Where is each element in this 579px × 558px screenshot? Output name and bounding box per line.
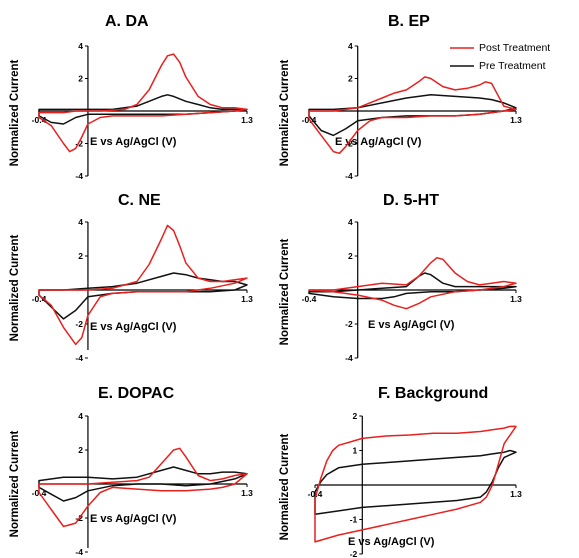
series-line-post-treatment [308,256,517,310]
panel-d-5-ht: D. 5-HT Normalized Current 4 2 -2 -4 -0.4 1.3 E … [279,192,522,363]
series-line-post-treatment [38,53,248,153]
y-tick-label: -2 [345,319,353,329]
y-tick-label: -2 [75,319,83,329]
series-line-pre-treatment [38,272,248,320]
series-line-pre-treatment [308,94,517,137]
y-tick-label: 2 [353,411,358,421]
y-tick-label: 4 [78,41,83,51]
panel-title: B. EP [388,13,430,30]
x-tick-label: 1.3 [241,294,253,304]
y-axis-label: Normalized Current [279,59,291,166]
series-line-post-treatment [38,447,248,528]
panel-c-ne: C. NE Normalized Current 4 2 -2 -4 -0.4 1.3 E vs… [9,192,253,363]
series-line-pre-treatment [38,94,248,125]
y-axis-label: Normalized Current [279,238,291,345]
y-tick-label: -4 [75,171,83,181]
x-axis-label: E vs Ag/AgCl (V) [90,136,177,148]
panel-title: F. Background [378,385,488,402]
y-axis-label: Normalized Current [9,234,21,341]
x-tick-label: 1.3 [241,115,253,125]
y-tick-label: -2 [345,139,353,149]
y-tick-label: -4 [75,547,83,557]
y-tick-label: 2 [78,251,83,261]
y-tick-label: -4 [75,353,83,363]
y-tick-label: -4 [345,353,353,363]
y-tick-label: 4 [348,217,353,227]
legend-label-pre-treatment: Pre Treatment [479,60,546,72]
x-tick-label: -0.4 [302,294,317,304]
y-axis-label: Normalized Current [279,433,291,540]
y-tick-label: 4 [78,411,83,421]
legend-label-post-treatment: Post Treatment [479,42,550,54]
x-tick-label: 1.3 [510,294,522,304]
panel-a-da: A. DA Normalized Current 4 2 -2 -4 -0.4 1.3 E vs… [9,13,253,181]
panel-title: A. DA [105,13,149,30]
x-axis-label: E vs Ag/AgCl (V) [348,536,435,548]
y-tick-label: 1 [353,446,358,456]
series-line-post-treatment [308,76,517,155]
y-tick-label: -4 [345,171,353,181]
legend: Post Treatment Pre Treatment [450,42,550,72]
y-tick-label: -2 [75,139,83,149]
series-line-post-treatment [38,224,248,346]
x-axis-label: E vs Ag/AgCl (V) [368,319,455,331]
x-axis-label: E vs Ag/AgCl (V) [90,513,177,525]
x-tick-label: 1.3 [510,115,522,125]
y-tick-label: 2 [348,74,353,84]
y-tick-label: 2 [78,74,83,84]
x-axis-label: E vs Ag/AgCl (V) [335,136,422,148]
y-tick-label: 2 [348,251,353,261]
x-axis-label: E vs Ag/AgCl (V) [90,321,177,333]
x-tick-label: -0.4 [32,294,47,304]
series-line-pre-treatment [314,449,517,516]
x-tick-label: 1.3 [510,489,522,499]
y-tick-label: 4 [348,41,353,51]
series-line-pre-treatment [308,272,517,300]
x-tick-label: -0.4 [32,115,47,125]
y-tick-label: 2 [78,445,83,455]
panel-title: D. 5-HT [383,192,439,209]
y-axis-label: Normalized Current [9,59,21,166]
panel-title: C. NE [118,192,161,209]
panel-title: E. DOPAC [98,385,175,402]
y-tick-label: -2 [350,549,358,558]
x-tick-label: 1.3 [241,488,253,498]
y-axis-label: Normalized Current [9,430,21,537]
series-line-post-treatment [314,425,517,543]
y-tick-label: 4 [78,217,83,227]
y-tick-label: -1 [350,515,358,525]
